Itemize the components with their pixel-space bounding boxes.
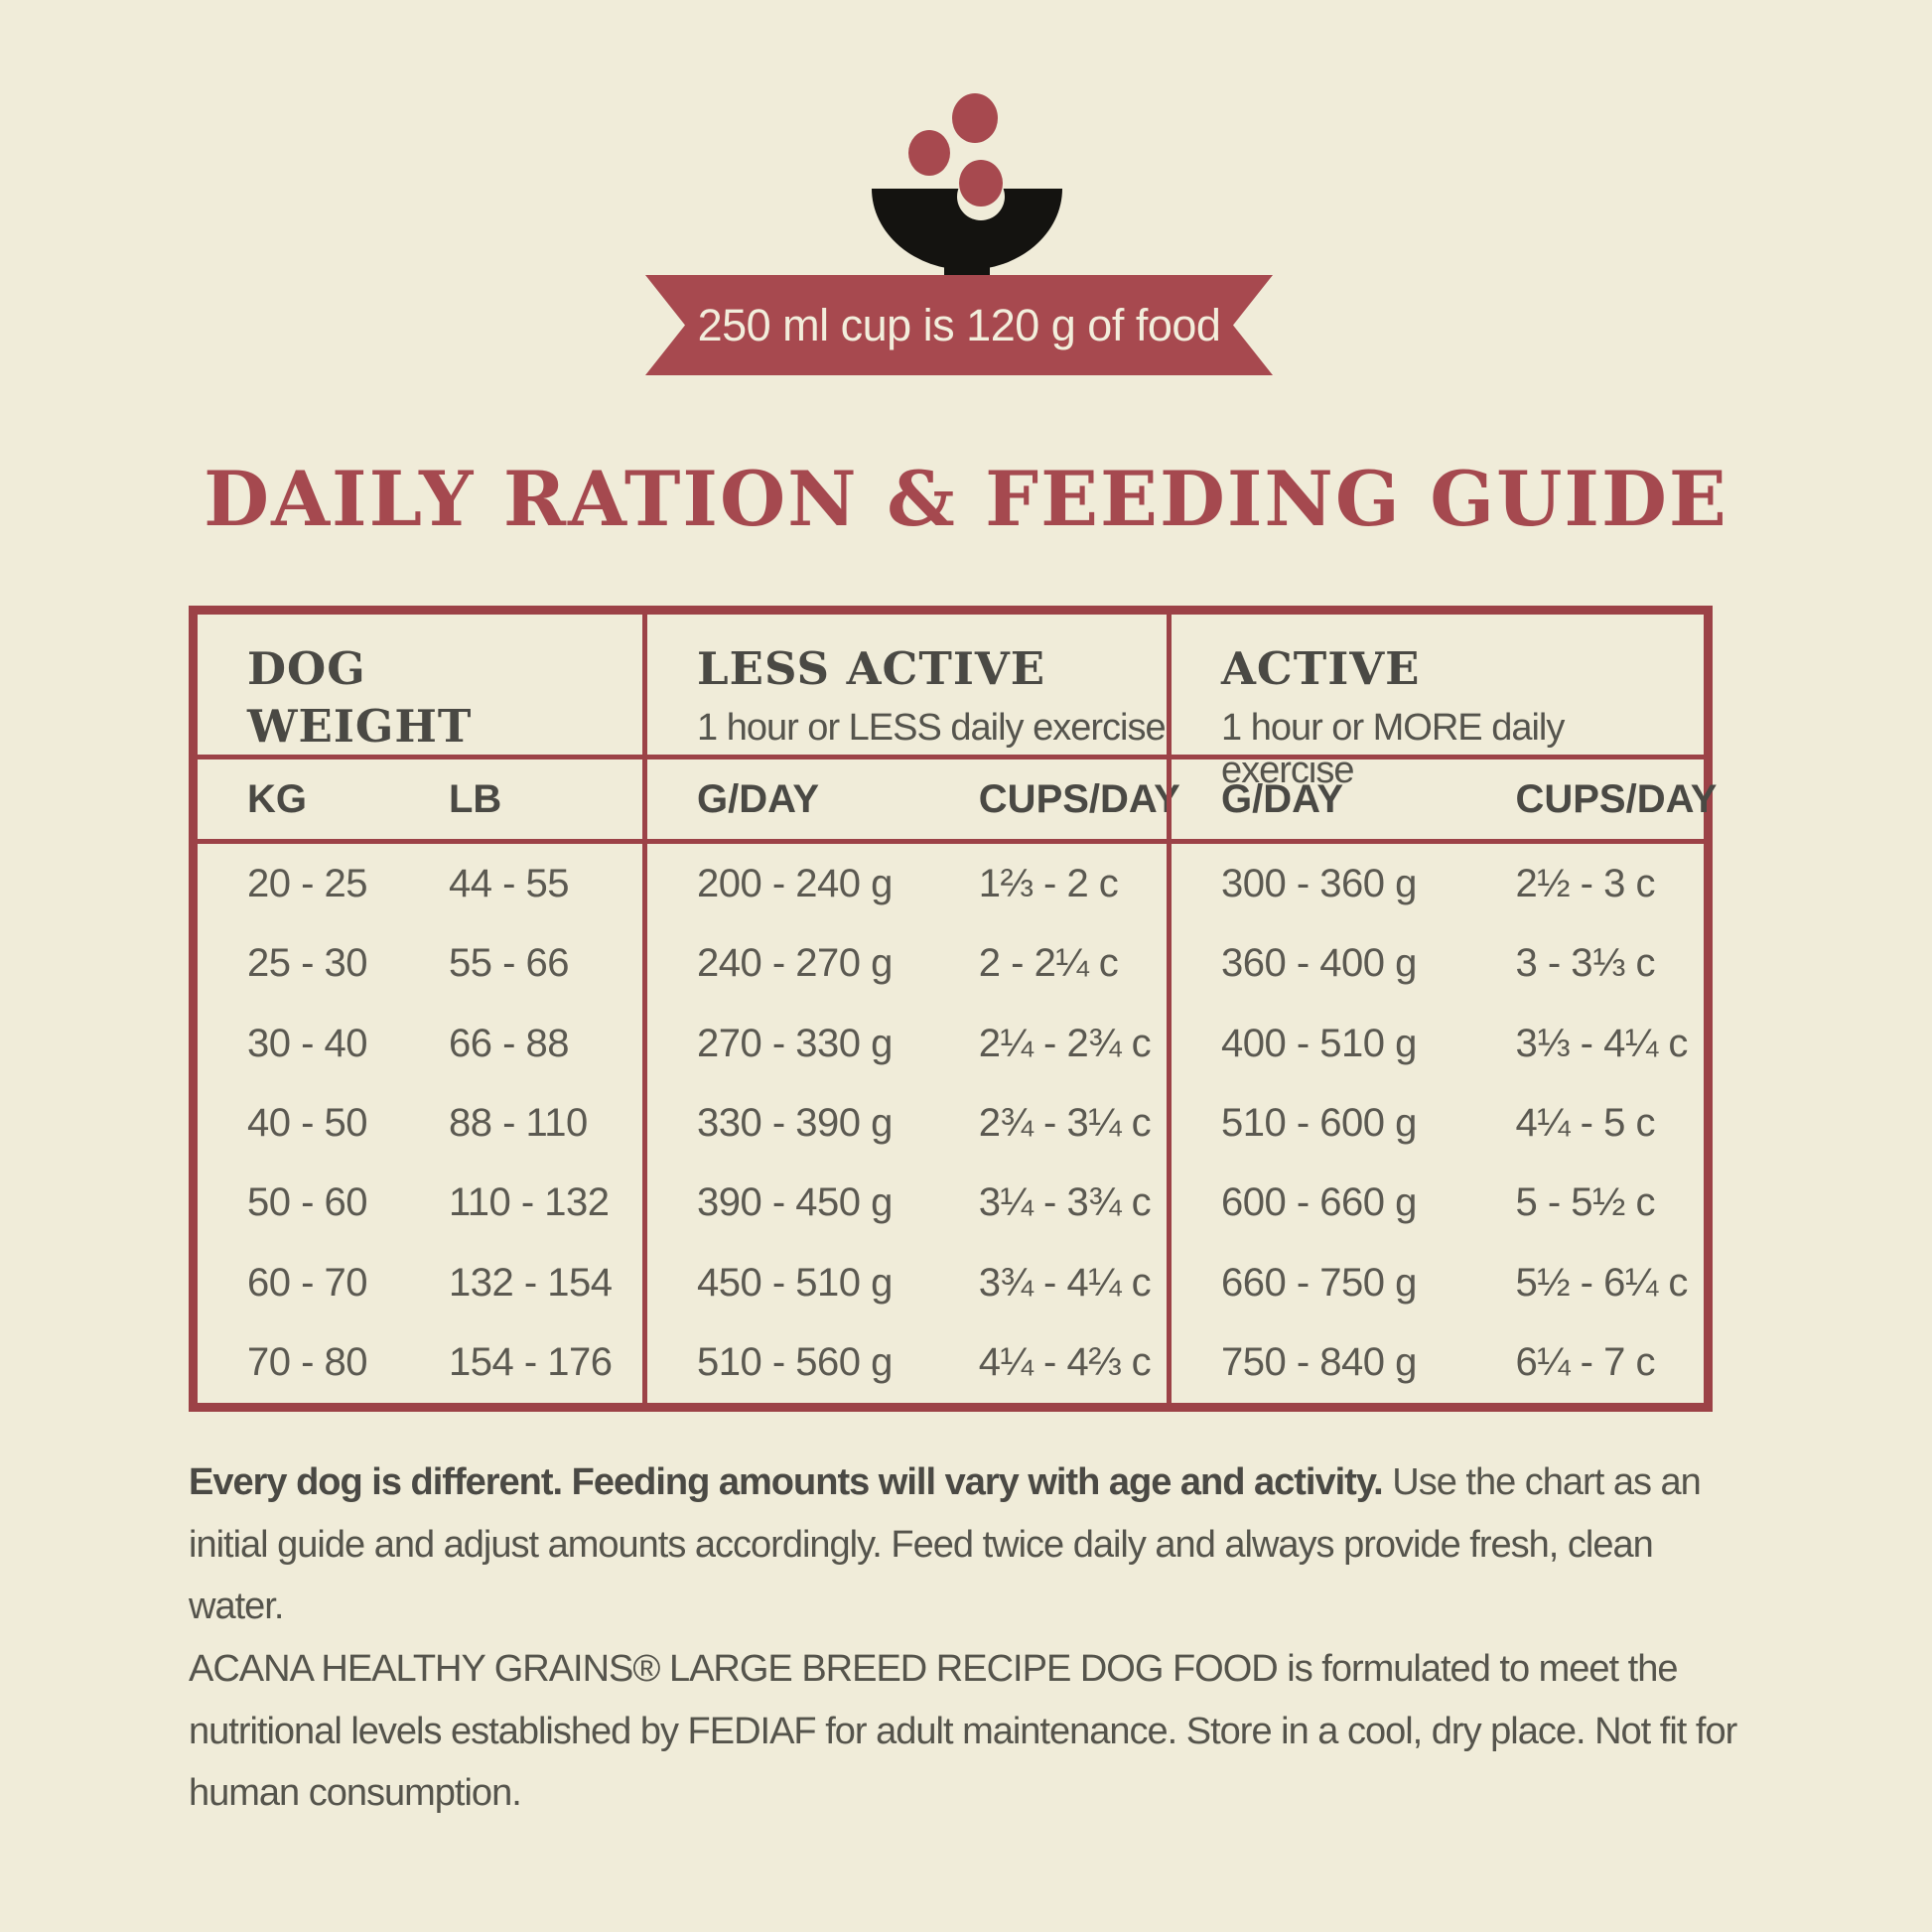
column-header: ACTIVE 1 hour or MORE daily exercise <box>1172 615 1704 791</box>
kibble-icon <box>908 130 950 176</box>
cell-lb: 88 - 110 <box>448 1100 588 1145</box>
cell-cups: 3¾ - 4¼ c <box>978 1260 1152 1305</box>
cell-cups: 2½ - 3 c <box>1515 861 1655 905</box>
column-subtitle: 1 hour or LESS daily exercise <box>697 706 1167 749</box>
subheader-row: G/DAY CUPS/DAY <box>647 755 1180 844</box>
ribbon-banner: 250 ml cup is 120 g of food <box>645 275 1273 375</box>
cell-kg: 30 - 40 <box>247 1021 368 1065</box>
table-row: 450 - 510 g 3¾ - 4¼ c <box>647 1243 1167 1322</box>
table-row: 25 - 30 55 - 66 <box>198 923 642 1003</box>
cell-lb: 44 - 55 <box>448 861 570 905</box>
cell-kg: 60 - 70 <box>247 1260 368 1305</box>
cell-lb: 132 - 154 <box>448 1260 613 1305</box>
cell-cups: 5½ - 6¼ c <box>1515 1260 1688 1305</box>
table-row: 660 - 750 g 5½ - 6¼ c <box>1172 1243 1704 1322</box>
table-row: 750 - 840 g 6¼ - 7 c <box>1172 1323 1704 1403</box>
table-row: 30 - 40 66 - 88 <box>198 1004 642 1083</box>
cell-lb: 55 - 66 <box>448 941 570 986</box>
table-row: 270 - 330 g 2¼ - 2¾ c <box>647 1004 1167 1083</box>
cell-grams: 330 - 390 g <box>697 1100 893 1145</box>
table-row: 40 - 50 88 - 110 <box>198 1083 642 1163</box>
table-row: 20 - 25 44 - 55 <box>198 844 642 923</box>
cell-cups: 6¼ - 7 c <box>1515 1340 1655 1385</box>
feeding-note: Every dog is different. Feeding amounts … <box>189 1451 1737 1638</box>
subheader-gday: G/DAY <box>697 776 820 821</box>
table-row: 70 - 80 154 - 176 <box>198 1323 642 1403</box>
cell-grams: 750 - 840 g <box>1221 1340 1417 1385</box>
regulatory-note: ACANA HEALTHY GRAINS® LARGE BREED RECIPE… <box>189 1648 1737 1815</box>
table-row: 330 - 390 g 2¾ - 3¼ c <box>647 1083 1167 1163</box>
kibble-icon <box>952 93 998 143</box>
cell-kg: 20 - 25 <box>247 861 368 905</box>
subheader-gday: G/DAY <box>1221 776 1344 821</box>
cell-cups: 3 - 3⅓ c <box>1515 941 1655 986</box>
cell-cups: 4¼ - 5 c <box>1515 1100 1655 1145</box>
table-row: 390 - 450 g 3¼ - 3¾ c <box>647 1164 1167 1243</box>
page-title: DAILY RATION & FEEDING GUIDE <box>204 455 1728 543</box>
table-row: 200 - 240 g 1⅔ - 2 c <box>647 844 1167 923</box>
subheader-kg: KG <box>247 776 307 821</box>
feeding-note-bold: Every dog is different. Feeding amounts … <box>189 1461 1393 1503</box>
subheader-row: KG LB <box>198 755 642 844</box>
cell-grams: 270 - 330 g <box>697 1021 893 1065</box>
cell-grams: 510 - 600 g <box>1221 1100 1417 1145</box>
cell-cups: 2¼ - 2¾ c <box>978 1021 1152 1065</box>
feeding-note-rest: Use the chart as an initial guide and ad… <box>189 1461 1702 1628</box>
column-title: LESS ACTIVE <box>697 642 1046 695</box>
table-row: 400 - 510 g 3⅓ - 4¼ c <box>1172 1004 1704 1083</box>
cell-cups: 3¼ - 3¾ c <box>978 1180 1152 1225</box>
cell-cups: 4¼ - 4⅔ c <box>978 1340 1152 1385</box>
table-row: 510 - 560 g 4¼ - 4⅔ c <box>647 1323 1167 1403</box>
table-row: 510 - 600 g 4¼ - 5 c <box>1172 1083 1704 1163</box>
cell-grams: 390 - 450 g <box>697 1180 893 1225</box>
table-row: 600 - 660 g 5 - 5½ c <box>1172 1164 1704 1243</box>
subheader-cupsday: CUPS/DAY <box>978 776 1180 821</box>
cell-kg: 40 - 50 <box>247 1100 368 1145</box>
cell-grams: 400 - 510 g <box>1221 1021 1417 1065</box>
cell-grams: 240 - 270 g <box>697 941 893 986</box>
table-row: 240 - 270 g 2 - 2¼ c <box>647 923 1167 1003</box>
cell-grams: 450 - 510 g <box>697 1260 893 1305</box>
column-title: ACTIVE <box>1221 642 1421 695</box>
subheader-lb: LB <box>448 776 502 821</box>
subheader-row: G/DAY CUPS/DAY <box>1172 755 1718 844</box>
table-row: 50 - 60 110 - 132 <box>198 1164 642 1243</box>
cell-cups: 2 - 2¼ c <box>978 941 1119 986</box>
cell-grams: 360 - 400 g <box>1221 941 1417 986</box>
column-active: ACTIVE 1 hour or MORE daily exercise G/D… <box>1167 615 1718 1403</box>
subheader-cupsday: CUPS/DAY <box>1515 776 1718 821</box>
column-header: LESS ACTIVE 1 hour or LESS daily exercis… <box>647 615 1167 755</box>
column-title: DOG WEIGHT <box>247 642 473 753</box>
cell-grams: 300 - 360 g <box>1221 861 1417 905</box>
cell-kg: 50 - 60 <box>247 1180 368 1225</box>
cell-grams: 660 - 750 g <box>1221 1260 1417 1305</box>
cell-cups: 5 - 5½ c <box>1515 1180 1655 1225</box>
cell-lb: 66 - 88 <box>448 1021 570 1065</box>
kibble-icon <box>959 160 1003 207</box>
cell-grams: 200 - 240 g <box>697 861 893 905</box>
ribbon-text: 250 ml cup is 120 g of food <box>697 299 1221 350</box>
table-row: 360 - 400 g 3 - 3⅓ c <box>1172 923 1704 1003</box>
cell-grams: 600 - 660 g <box>1221 1180 1417 1225</box>
cell-cups: 1⅔ - 2 c <box>978 861 1119 905</box>
cell-cups: 2¾ - 3¼ c <box>978 1100 1152 1145</box>
feeding-table: DOG WEIGHT KG LB 20 - 25 44 - 55 25 - 30… <box>189 606 1718 1412</box>
table-row: 300 - 360 g 2½ - 3 c <box>1172 844 1704 923</box>
cell-grams: 510 - 560 g <box>697 1340 893 1385</box>
table-row: 60 - 70 132 - 154 <box>198 1243 642 1322</box>
cell-lb: 154 - 176 <box>448 1340 613 1385</box>
column-less-active: LESS ACTIVE 1 hour or LESS daily exercis… <box>642 615 1180 1403</box>
cell-kg: 70 - 80 <box>247 1340 368 1385</box>
column-dog-weight: DOG WEIGHT KG LB 20 - 25 44 - 55 25 - 30… <box>198 615 642 1403</box>
cell-lb: 110 - 132 <box>448 1180 610 1225</box>
cell-kg: 25 - 30 <box>247 941 368 986</box>
cell-cups: 3⅓ - 4¼ c <box>1515 1021 1688 1065</box>
column-header: DOG WEIGHT <box>198 615 642 755</box>
